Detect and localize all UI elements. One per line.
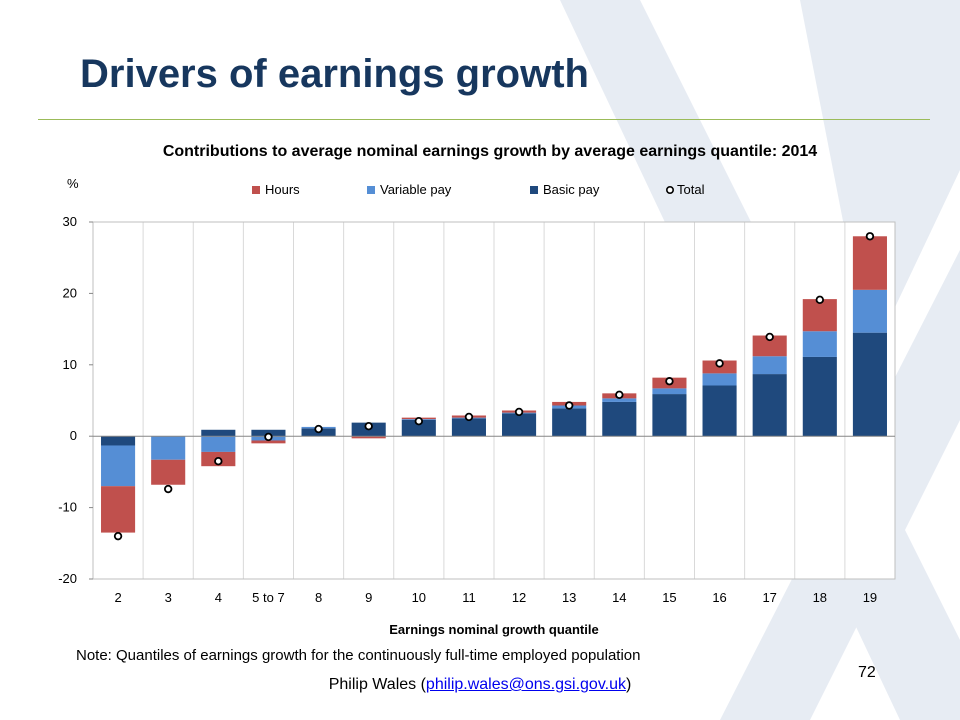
author-prefix: Philip Wales ( [328,676,426,693]
legend-swatch-basic-pay [530,186,538,194]
bar-variable-pay [852,289,887,333]
title-divider [38,119,930,120]
author-suffix: ) [625,676,632,693]
total-point [865,232,875,241]
bar-basic-pay [602,401,637,437]
total-point [815,295,825,305]
x-tick-label: 4 [215,590,222,605]
x-tick-label: 15 [662,590,676,605]
bar-hours [351,436,386,439]
author-email-link[interactable]: philip.wales@ons.gsi.gov.uk [425,676,626,693]
bar-basic-pay [752,374,787,437]
bar-hours [852,236,887,290]
chart-note: Note: Quantiles of earnings growth for t… [76,647,641,664]
total-point [464,412,474,422]
y-tick-label: -20 [58,571,77,586]
chart-title: Contributions to average nominal earning… [162,143,818,160]
x-tick-label: 18 [813,590,827,605]
x-tick-label: 10 [412,590,426,605]
x-axis-title: Earnings nominal growth quantile [389,622,598,637]
bar-basic-pay [502,413,537,437]
slide-title: Drivers of earnings growth [80,52,589,96]
total-point [163,484,173,494]
bar-hours [251,440,286,444]
x-tick-label: 14 [612,590,626,605]
total-point [264,432,273,442]
bar-hours [802,299,837,332]
total-point [364,422,373,431]
bar-basic-pay [401,419,436,437]
legend-marker-total [665,186,674,195]
bar-basic-pay [652,394,687,437]
legend-label-hours: Hours [265,182,300,197]
legend-swatch-hours [252,186,260,194]
y-tick-label: 10 [63,357,77,372]
total-point [765,332,774,342]
x-tick-label: 12 [512,590,526,605]
total-point [564,401,574,410]
x-tick-label: 5 to 7 [252,590,285,605]
bar-basic-pay [101,436,136,446]
bar-variable-pay [802,331,837,357]
y-tick-label: 0 [70,428,77,443]
legend-label-variable-pay: Variable pay [380,182,452,197]
x-tick-label: 3 [165,590,172,605]
bar-basic-pay [802,356,837,437]
x-tick-label: 2 [114,590,121,605]
total-point [665,377,674,386]
y-tick-label: 20 [63,285,77,300]
bar-basic-pay [702,385,737,437]
bar-variable-pay [201,436,236,452]
bar-variable-pay [151,436,186,460]
bar-basic-pay [852,332,887,437]
total-point [514,407,524,417]
bar-variable-pay [602,398,637,402]
x-tick-label: 11 [462,590,476,605]
total-point [615,390,624,399]
total-point [113,531,123,541]
total-point [414,417,424,426]
bar-variable-pay [702,373,737,386]
plot-border [92,221,896,580]
y-tick-label: 30 [63,214,77,229]
bar-basic-pay [451,418,486,437]
x-tick-label: 8 [315,590,322,605]
bar-variable-pay [652,388,687,395]
x-tick-label: 9 [365,590,372,605]
bar-basic-pay [552,408,587,437]
legend-label-total: Total [677,182,705,197]
total-point [214,456,223,466]
x-tick-label: 17 [762,590,776,605]
x-tick-label: 16 [712,590,726,605]
bar-variable-pay [752,356,787,375]
y-axis-unit-label: % [67,176,79,191]
legend-swatch-variable-pay [367,186,375,194]
bar-hours [101,486,136,533]
bar-variable-pay [101,445,136,487]
bar-hours [752,335,787,357]
legend-label-basic-pay: Basic pay [543,182,600,197]
x-tick-label: 13 [562,590,576,605]
y-tick-label: -10 [58,500,77,515]
total-point [314,424,323,434]
bar-basic-pay [201,429,236,437]
bar-hours [151,459,186,485]
author-credit: Philip Wales (philip.wales@ons.gsi.gov.u… [0,676,960,694]
x-tick-label: 19 [863,590,877,605]
total-point [715,359,724,368]
page-number: 72 [858,664,876,681]
